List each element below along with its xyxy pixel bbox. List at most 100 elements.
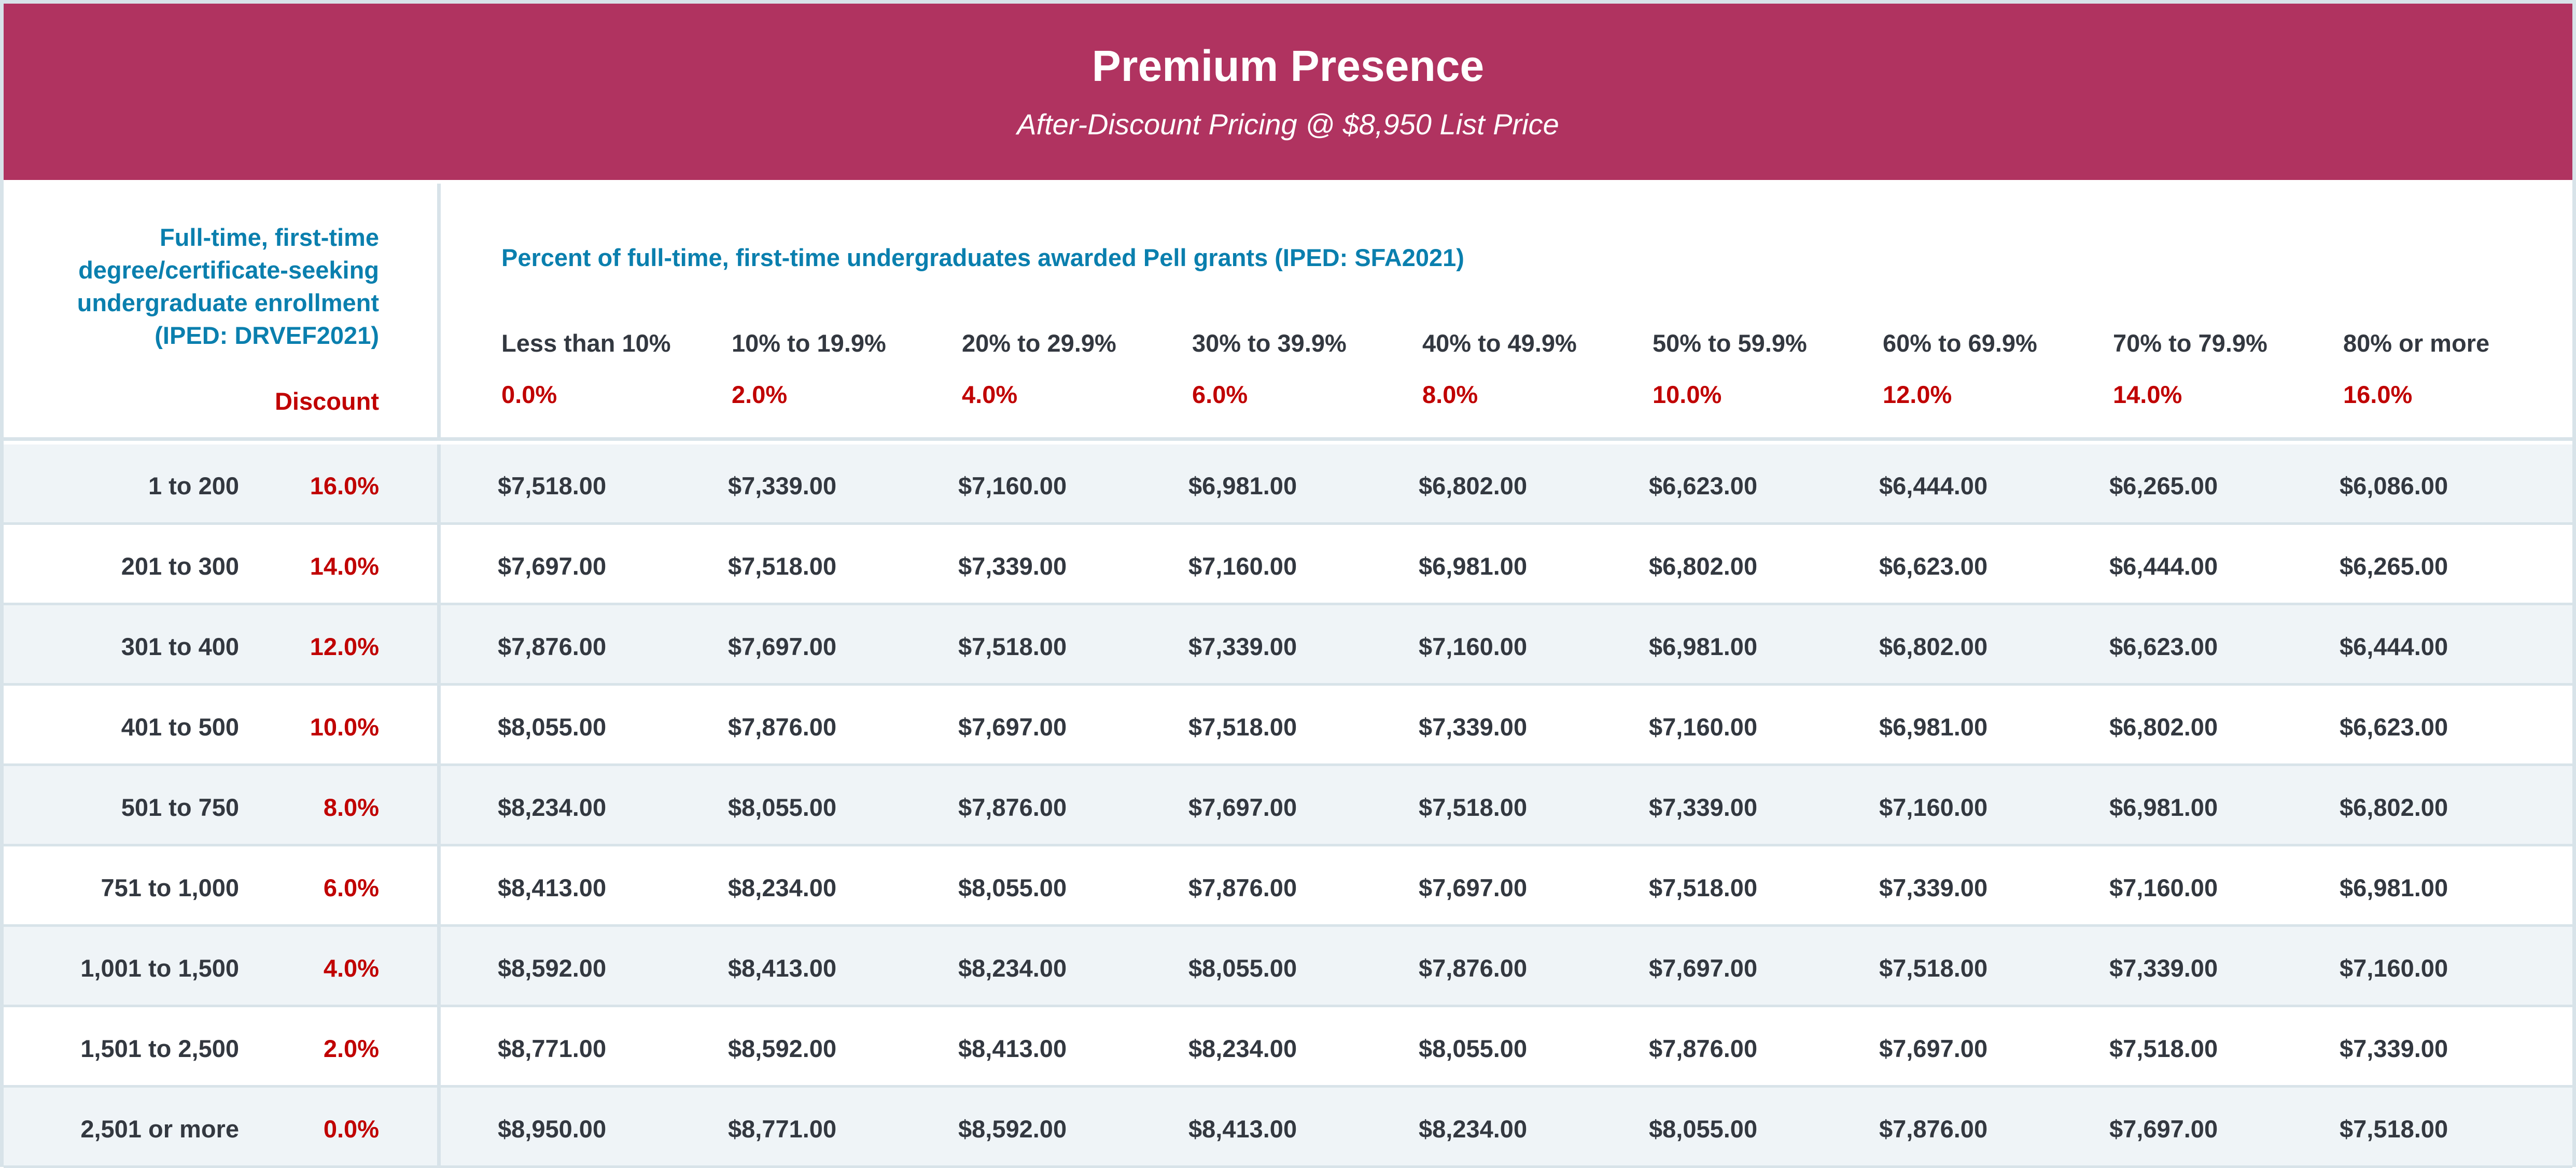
price-cell: $6,623.00: [2340, 713, 2448, 741]
price-cell: $8,055.00: [1649, 1115, 1758, 1143]
price-cell: $7,697.00: [958, 713, 1067, 741]
price-cell: $8,234.00: [1419, 1115, 1528, 1143]
price-cell: $6,623.00: [1879, 552, 1988, 580]
price-cell: $7,160.00: [1879, 794, 1988, 821]
enrollment-range: 301 to 400: [121, 633, 239, 660]
table-row: 751 to 1,000 6.0% $8,413.00 $8,234.00 $8,055…: [4, 846, 2572, 927]
row-discount: 16.0%: [310, 472, 379, 499]
row-header-line: Full-time, first-time: [159, 224, 379, 251]
column-discount: 0.0%: [501, 381, 557, 408]
price-cell: $8,413.00: [728, 954, 837, 982]
column-header: 80% or more 16.0%: [2343, 329, 2489, 409]
price-cell: $6,981.00: [2340, 874, 2448, 901]
column-discount: 4.0%: [962, 381, 1018, 408]
column-discount: 14.0%: [2113, 381, 2182, 408]
column-label: 10% to 19.9%: [732, 329, 886, 357]
price-cell: $6,265.00: [2340, 552, 2448, 580]
row-discount: 12.0%: [310, 633, 379, 660]
page-title: Premium Presence: [1091, 41, 1485, 90]
price-cell: $7,697.00: [2109, 1115, 2218, 1143]
row-header-line: degree/certificate-seeking: [78, 256, 379, 284]
column-header: 40% to 49.9% 8.0%: [1422, 329, 1577, 409]
price-cell: $8,771.00: [498, 1035, 607, 1062]
banner: Premium Presence After-Discount Pricing …: [4, 4, 2572, 180]
row-header-line: (IPED: DRVEF2021): [155, 322, 379, 349]
price-cell: $7,518.00: [1879, 954, 1988, 982]
price-cell: $8,771.00: [728, 1115, 837, 1143]
column-label: 40% to 49.9%: [1422, 329, 1577, 357]
price-cell: $7,697.00: [498, 552, 607, 580]
column-label: 50% to 59.9%: [1653, 329, 1807, 357]
row-label-cell: 2,501 or more 0.0%: [4, 1088, 441, 1165]
price-cell: $6,802.00: [2109, 713, 2218, 741]
table-row: 1,501 to 2,500 2.0% $8,771.00 $8,592.00 $8,4…: [4, 1007, 2572, 1088]
price-cell: $6,981.00: [1649, 633, 1758, 660]
row-label-cell: 751 to 1,000 6.0%: [4, 846, 441, 924]
row-label-cell: 401 to 500 10.0%: [4, 686, 441, 763]
price-cell: $7,876.00: [958, 794, 1067, 821]
enrollment-range: 1 to 200: [148, 472, 239, 499]
enrollment-range: 1,501 to 2,500: [80, 1035, 239, 1062]
row-label-cell: 1 to 200 16.0%: [4, 444, 441, 522]
price-cell: $7,518.00: [498, 472, 607, 499]
price-cell: $8,592.00: [958, 1115, 1067, 1143]
column-label: Less than 10%: [501, 329, 671, 357]
row-header-line: undergraduate enrollment: [77, 289, 379, 316]
price-cell: $7,697.00: [1879, 1035, 1988, 1062]
price-cell: $7,518.00: [958, 633, 1067, 660]
column-header: 60% to 69.9% 12.0%: [1883, 329, 2037, 409]
column-label: 70% to 79.9%: [2113, 329, 2267, 357]
table-row: 501 to 750 8.0% $8,234.00 $8,055.00 $7,876.0…: [4, 766, 2572, 846]
price-cell: $7,160.00: [2109, 874, 2218, 901]
price-cell: $6,802.00: [2340, 794, 2448, 821]
enrollment-range: 501 to 750: [121, 794, 239, 821]
price-cell: $7,876.00: [1879, 1115, 1988, 1143]
price-cell: $7,518.00: [2109, 1035, 2218, 1062]
price-cell: $6,981.00: [2109, 794, 2218, 821]
price-cell: $8,234.00: [958, 954, 1067, 982]
price-cell: $8,234.00: [728, 874, 837, 901]
price-cell: $7,160.00: [958, 472, 1067, 499]
price-cell: $7,339.00: [1419, 713, 1528, 741]
price-cell: $7,339.00: [958, 552, 1067, 580]
price-cell: $8,055.00: [1188, 954, 1297, 982]
price-cell: $6,623.00: [1649, 472, 1758, 499]
price-cell: $8,055.00: [728, 794, 837, 821]
row-discount: 10.0%: [310, 713, 379, 741]
row-header-cell: Full-time, first-time degree/certificate…: [4, 184, 441, 437]
price-cell: $7,160.00: [1419, 633, 1528, 660]
price-cell: $7,876.00: [1649, 1035, 1758, 1062]
price-cell: $7,518.00: [1649, 874, 1758, 901]
column-discount: 12.0%: [1883, 381, 1952, 408]
price-cell: $7,339.00: [728, 472, 837, 499]
table-row: 2,501 or more 0.0% $8,950.00 $8,771.00 $8,59…: [4, 1088, 2572, 1168]
row-header-title: Full-time, first-time degree/certificate…: [0, 221, 379, 352]
column-header: 70% to 79.9% 14.0%: [2113, 329, 2267, 409]
table-row: 1 to 200 16.0% $7,518.00 $7,339.00 $7,160.00…: [4, 444, 2572, 525]
price-cell: $7,339.00: [1649, 794, 1758, 821]
enrollment-range: 401 to 500: [121, 713, 239, 741]
price-cell: $8,234.00: [498, 794, 607, 821]
row-discount: 8.0%: [323, 794, 379, 821]
column-group-title: Percent of full-time, first-time undergr…: [501, 244, 1464, 271]
enrollment-range: 201 to 300: [121, 552, 239, 580]
price-cell: $8,592.00: [498, 954, 607, 982]
discount-label: Discount: [274, 387, 379, 415]
column-header: Less than 10% 0.0%: [501, 329, 671, 409]
enrollment-range: 1,001 to 1,500: [80, 954, 239, 982]
price-cell: $7,339.00: [1188, 633, 1297, 660]
price-cell: $8,055.00: [958, 874, 1067, 901]
price-cell: $6,444.00: [2109, 552, 2218, 580]
table-row: 1,001 to 1,500 4.0% $8,592.00 $8,413.00 $8,2…: [4, 927, 2572, 1007]
price-cell: $7,876.00: [1419, 954, 1528, 982]
price-cell: $6,802.00: [1419, 472, 1528, 499]
price-cell: $6,981.00: [1419, 552, 1528, 580]
price-cell: $8,055.00: [498, 713, 607, 741]
column-label: 60% to 69.9%: [1883, 329, 2037, 357]
price-cell: $7,518.00: [2340, 1115, 2448, 1143]
column-label: 30% to 39.9%: [1192, 329, 1347, 357]
price-cell: $7,339.00: [2109, 954, 2218, 982]
price-cell: $7,339.00: [1879, 874, 1988, 901]
price-cell: $8,950.00: [498, 1115, 607, 1143]
row-discount: 4.0%: [323, 954, 379, 982]
